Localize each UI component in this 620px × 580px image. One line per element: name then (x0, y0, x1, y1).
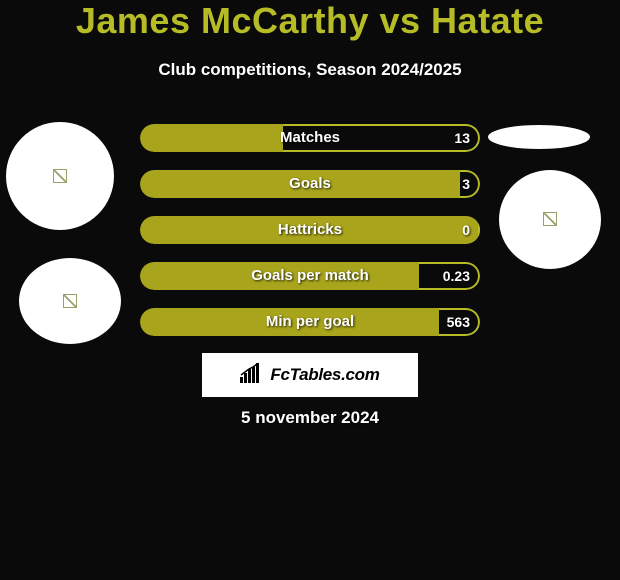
bars-icon (240, 363, 264, 388)
stat-bar: Matches13 (140, 124, 480, 152)
page-subtitle: Club competitions, Season 2024/2025 (0, 60, 620, 80)
avatar-right-oval (488, 125, 590, 149)
stat-label: Matches (140, 124, 480, 152)
root: James McCarthy vs Hatate Club competitio… (0, 0, 620, 580)
avatar-right-1 (499, 170, 601, 269)
page-title: James McCarthy vs Hatate (0, 0, 620, 42)
stat-value: 0 (462, 216, 470, 244)
stat-value: 3 (462, 170, 470, 198)
broken-image-icon (53, 169, 67, 183)
stat-label: Goals per match (140, 262, 480, 290)
broken-image-icon (63, 294, 77, 308)
stat-value: 0.23 (443, 262, 470, 290)
stat-bar: Goals per match0.23 (140, 262, 480, 290)
avatar-left-1 (6, 122, 114, 230)
broken-image-icon (543, 212, 557, 226)
avatar-left-2 (19, 258, 121, 344)
date-text: 5 november 2024 (0, 408, 620, 428)
watermark-text: FcTables.com (270, 365, 379, 385)
stat-label: Goals (140, 170, 480, 198)
stat-bars: Matches13 Goals3 Hattricks0 Goals per match… (140, 124, 480, 354)
watermark-box: FcTables.com (202, 353, 418, 397)
stat-bar: Hattricks0 (140, 216, 480, 244)
stat-label: Hattricks (140, 216, 480, 244)
stat-bar: Goals3 (140, 170, 480, 198)
stat-value: 563 (447, 308, 470, 336)
stat-value: 13 (454, 124, 470, 152)
stat-label: Min per goal (140, 308, 480, 336)
stat-bar: Min per goal563 (140, 308, 480, 336)
